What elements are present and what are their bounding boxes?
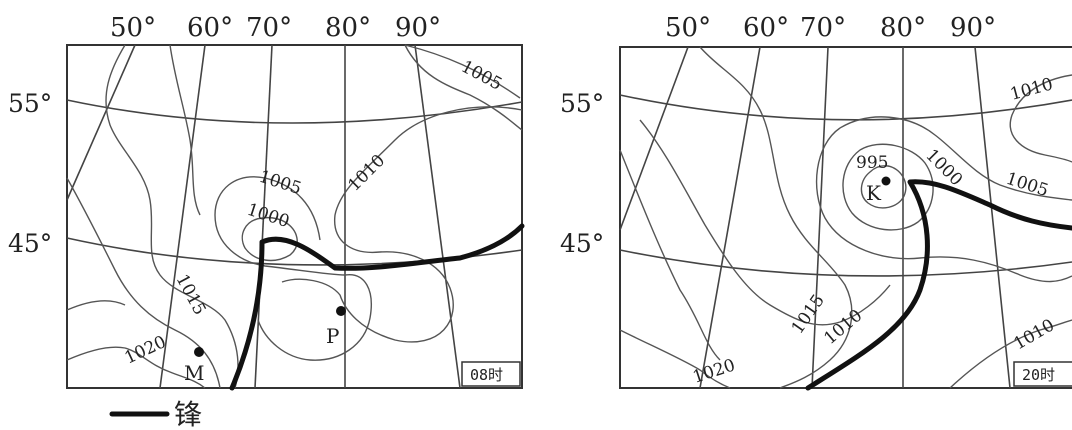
isobar-label: 1005 [256,167,303,199]
graticule [66,44,523,389]
latitude-line-45 [619,249,1072,277]
isobar-label: 1015 [172,271,210,319]
isobar [66,300,126,311]
latitude-line-55 [66,99,523,124]
map-panel-08: 50° 60° 70° 80° 90° 55° 45° [8,13,525,391]
isobar [949,319,1072,389]
meridian-70 [811,46,829,389]
front-line [805,179,1072,391]
isobar [105,44,239,389]
meridian-90 [974,46,1011,389]
isobars [619,46,1072,389]
isobar-label: 1005 [1003,169,1050,201]
isobar-label: 1010 [344,151,389,196]
isobar [214,176,372,361]
isobar-label: 1020 [690,355,737,387]
lon-label-60: 60° [187,13,233,43]
lon-label-80: 80° [880,13,926,43]
isobar [1009,74,1072,163]
lon-label-90: 90° [395,13,441,43]
lon-label-90: 90° [950,13,996,43]
map-panel-20: 50° 60° 70° 80° 90° 55° 45° [560,13,1072,391]
map-frame [66,44,523,389]
lon-label-80: 80° [325,13,371,43]
isobar-label: 995 [856,153,888,173]
isobar [639,119,891,326]
lat-label-55: 55° [8,89,52,118]
point-k-marker [881,176,891,186]
isobar [842,143,934,231]
map-frame [619,46,1072,389]
isobar [241,216,298,262]
isobar [66,346,206,389]
point-p-label: P [326,324,339,348]
front-line [229,223,525,391]
lat-label-45: 45° [8,229,52,258]
point-m-label: M [184,361,204,385]
point-p-marker [336,306,346,316]
meridian-60 [699,46,761,389]
time-label-box [1013,361,1072,387]
isobar [619,329,731,389]
point-k-label: K [866,181,882,205]
isobar [619,149,721,361]
isobar [169,44,201,216]
lat-label-45: 45° [560,229,604,258]
lon-label-70: 70° [800,13,846,43]
isobar-label: 1010 [1011,315,1058,354]
isobar [839,116,1072,201]
isobar-label: 1000 [244,200,291,232]
isobar [860,165,907,209]
meridian-60 [159,44,206,389]
point-m-marker [194,347,204,357]
isobar-label: 1020 [122,332,170,368]
isobar [404,44,521,99]
isobar [699,46,853,389]
isobar [815,127,1072,283]
time-label-box [461,361,521,387]
meridian-70 [254,44,273,389]
isobar [281,106,523,343]
lat-label-55: 55° [560,89,604,118]
lon-label-50: 50° [110,13,156,43]
time-label: 20时 [1022,366,1055,384]
latitude-line-55 [619,94,1072,121]
legend: 锋 [109,398,202,430]
meridian-50 [66,44,136,201]
lon-label-60: 60° [743,13,789,43]
legend-label: 锋 [174,398,202,430]
meridian-90 [414,44,461,389]
lon-label-70: 70° [246,13,292,43]
lon-label-50: 50° [665,13,711,43]
isobar [404,44,523,131]
isobar-label: 1005 [458,57,506,95]
isobar-label: 1010 [1008,74,1055,105]
time-label: 08时 [470,366,503,384]
